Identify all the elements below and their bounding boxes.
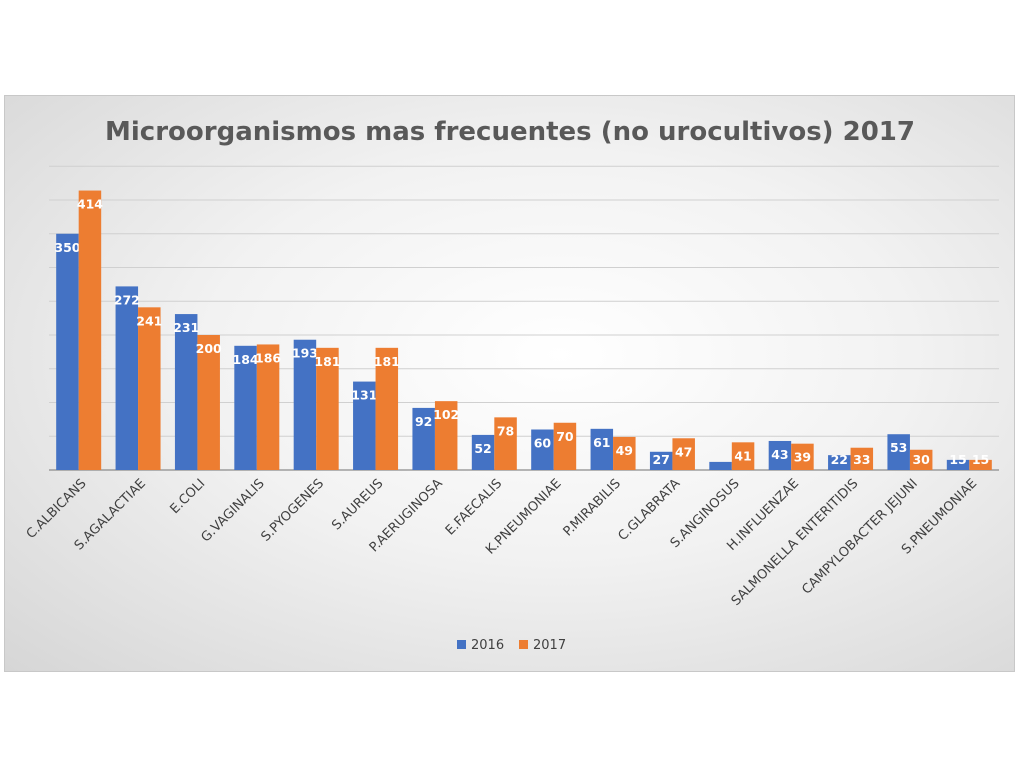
chart-title: Microorganismos mas frecuentes (no urocu…	[105, 117, 915, 147]
bar-2017	[256, 344, 280, 470]
data-label: 181	[314, 354, 340, 369]
bar-2017	[672, 438, 695, 470]
bar-2016	[531, 429, 554, 470]
data-label: 43	[771, 447, 788, 462]
data-label: 27	[652, 452, 669, 467]
data-label: 52	[474, 441, 491, 456]
data-label: 272	[114, 292, 140, 307]
data-label: 30	[912, 452, 930, 467]
data-label: 241	[136, 313, 162, 328]
bar-2017	[197, 335, 220, 470]
bar-2016	[353, 381, 376, 470]
x-tick-label: C.ALBICANS	[24, 476, 90, 542]
x-tick-label: SALMONELLA ENTERITIDIS	[729, 476, 862, 609]
legend-swatch	[519, 640, 528, 649]
data-label: 70	[556, 429, 574, 444]
data-label: 231	[173, 320, 199, 335]
bar-chart: Microorganismos mas frecuentes (no urocu…	[24, 117, 999, 653]
data-label: 41	[734, 448, 751, 463]
data-label: 193	[292, 346, 318, 361]
data-label: 102	[433, 407, 459, 422]
bar-2016	[115, 286, 139, 470]
bar-2017	[731, 442, 755, 470]
bar-2017	[375, 347, 399, 470]
x-tick-label: CAMPYLOBACTER JEJUNI	[799, 476, 920, 597]
data-label: 200	[196, 341, 222, 356]
bar-2016	[412, 407, 435, 470]
bar-2017	[969, 459, 992, 470]
x-tick-label: E.FAECALIS	[443, 476, 505, 538]
bar-2016	[293, 339, 317, 470]
bar-2017	[316, 347, 339, 470]
data-label: 92	[415, 414, 432, 429]
x-tick-label: S.AUREUS	[329, 476, 386, 533]
data-label: 15	[972, 452, 989, 467]
x-tick-label: G.VAGINALIS	[198, 476, 267, 545]
legend-swatch	[457, 640, 466, 649]
chart-panel: Microorganismos mas frecuentes (no urocu…	[4, 95, 1015, 672]
x-tick-label: P.MIRABILIS	[561, 476, 624, 539]
data-label: 78	[497, 423, 514, 438]
bar-2017	[494, 417, 517, 470]
bar-2016	[174, 314, 198, 470]
bar-2016	[590, 428, 614, 470]
bar-2016	[828, 455, 851, 470]
bar-2016	[649, 451, 673, 470]
bar-2016	[946, 459, 970, 470]
bar-2017	[553, 422, 577, 470]
data-label: 60	[534, 436, 552, 451]
data-label: 33	[853, 452, 870, 467]
bar-2017	[434, 401, 458, 470]
bar-2017	[850, 447, 874, 470]
data-label: 39	[794, 450, 811, 465]
bar-2017	[909, 449, 933, 470]
bar-2016	[471, 434, 495, 470]
bar-2016	[768, 440, 792, 470]
data-label: 47	[675, 444, 692, 459]
legend: 2016 2017	[457, 638, 566, 653]
bar-2016	[709, 461, 732, 470]
legend-label: 2017	[533, 638, 566, 653]
data-label: 22	[831, 452, 848, 467]
data-label: 186	[255, 350, 281, 365]
data-label: 53	[890, 440, 907, 455]
data-label: 15	[949, 452, 966, 467]
bar-2017	[613, 436, 636, 470]
x-tick-label: S.PYOGENES	[259, 476, 328, 545]
data-label: 414	[77, 197, 103, 212]
data-label: 131	[351, 388, 377, 403]
bar-2016	[234, 345, 257, 470]
bar-2017	[78, 190, 102, 471]
x-tick-label: E.COLI	[167, 476, 208, 517]
data-label: 49	[616, 443, 633, 458]
data-label: 61	[593, 435, 610, 450]
data-label: 181	[374, 354, 400, 369]
bar-2016	[887, 434, 910, 470]
data-label: 350	[54, 240, 80, 255]
data-label: 184	[233, 352, 259, 367]
bar-2017	[791, 443, 814, 470]
legend-label: 2016	[471, 638, 504, 653]
bar-2016	[56, 233, 79, 470]
bar-2017	[138, 307, 161, 470]
